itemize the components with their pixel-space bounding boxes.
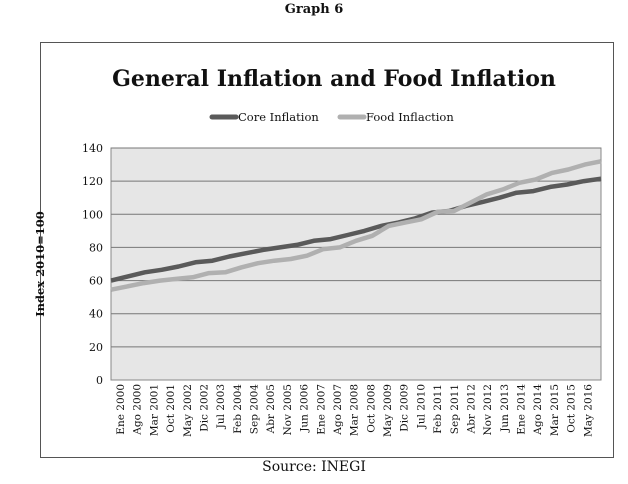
x-tick-label: Dic 2002 — [198, 384, 210, 432]
x-tick-label: Oct 2008 — [365, 384, 377, 433]
x-tick-label: Jun 2006 — [299, 384, 311, 433]
legend-label-core: Core Inflation — [238, 110, 319, 124]
x-tick-label: Nov 2005 — [282, 384, 294, 436]
source-note: Source: INEGI — [262, 459, 366, 475]
x-tick-label: Feb 2004 — [232, 384, 244, 434]
x-tick-label: Ene 2000 — [115, 384, 127, 435]
y-tick-label: 80 — [89, 241, 103, 254]
x-tick-label: Sep 2011 — [449, 384, 461, 434]
x-tick-label: Abr 2012 — [465, 384, 477, 434]
x-tick-label: Ene 2007 — [315, 384, 327, 435]
chart-title: General Inflation and Food Inflation — [112, 66, 556, 92]
y-axis-label: Index 2010=100 — [33, 211, 47, 317]
x-tick-label: Jul 2003 — [215, 384, 227, 429]
y-tick-label: 100 — [82, 208, 103, 221]
y-tick-label: 60 — [89, 275, 103, 288]
x-tick-label: May 2009 — [382, 384, 394, 437]
y-tick-label: 40 — [89, 308, 103, 321]
x-tick-label: Nov 2012 — [482, 384, 494, 436]
x-tick-label: Mar 2001 — [148, 384, 160, 436]
x-tick-label: Sep 2004 — [249, 384, 261, 435]
x-tick-label: Oct 2001 — [165, 384, 177, 433]
chart-frame — [40, 42, 614, 458]
y-tick-label: 20 — [89, 341, 103, 354]
x-tick-label: Dic 2009 — [399, 384, 411, 432]
y-tick-label: 120 — [82, 175, 103, 188]
x-tick-label: Jun 2013 — [499, 384, 511, 433]
y-tick-label: 0 — [96, 374, 103, 387]
legend-label-food: Food Inflaction — [366, 110, 454, 124]
x-tick-label: Ene 2014 — [516, 384, 528, 435]
y-tick-label: 140 — [82, 142, 103, 155]
x-tick-label: Oct 2015 — [566, 384, 578, 433]
x-tick-label: Feb 2011 — [432, 384, 444, 434]
x-tick-label: Jul 2010 — [415, 384, 427, 429]
x-tick-label: Ago 2000 — [132, 384, 144, 436]
x-tick-label: Ago 2014 — [532, 384, 544, 436]
x-tick-label: Mar 2015 — [549, 384, 561, 436]
graph-label: Graph 6 — [284, 2, 344, 17]
series-line-core — [110, 176, 602, 283]
x-tick-label: Abr 2005 — [265, 384, 277, 434]
x-tick-label: Ago 2007 — [332, 384, 344, 436]
x-tick-label: Mar 2008 — [349, 384, 361, 436]
x-tick-label: May 2016 — [582, 384, 594, 437]
x-tick-label: May 2002 — [182, 384, 194, 437]
